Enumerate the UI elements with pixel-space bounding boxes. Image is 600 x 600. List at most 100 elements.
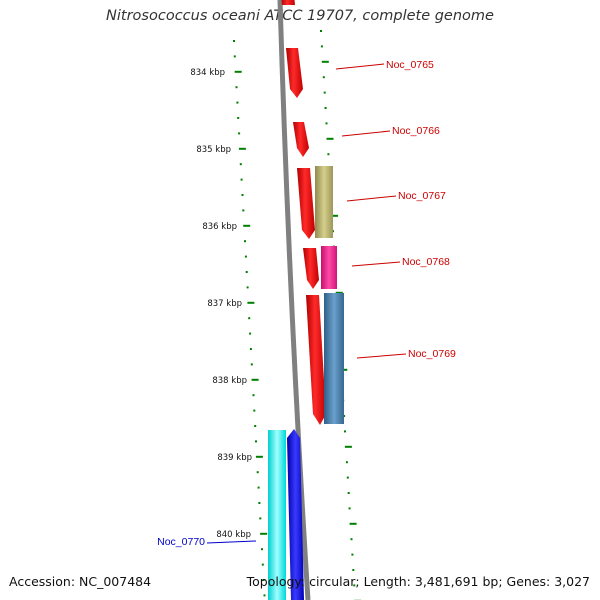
scale-tick (258, 502, 261, 504)
scale-tick (257, 486, 260, 489)
genome-backbone (277, 0, 311, 600)
scale-tick (249, 332, 252, 335)
scale-tick (347, 492, 350, 494)
scale-tick (263, 594, 266, 597)
gene-arrow (287, 429, 304, 600)
scale-tick (320, 45, 323, 48)
label-line-noc-0766 (341, 130, 391, 137)
scale-tick (348, 507, 351, 510)
scale-tick (344, 445, 352, 448)
gene-label: Noc_0768 (402, 256, 450, 268)
scale-tick (259, 517, 262, 520)
label-line-noc-0769 (356, 353, 407, 359)
scale-tick (255, 440, 257, 443)
scale-tick (353, 584, 356, 587)
scale-tick (246, 286, 249, 289)
gene-noc-0765 (281, 0, 303, 98)
scale-tick (261, 563, 264, 566)
gene-noc-0766 (293, 122, 309, 157)
scale-tick (255, 455, 263, 458)
gene-labels: Noc_0765 Noc_0766 Noc_0767 Noc_0768 Noc_… (157, 59, 456, 548)
gene-bar (315, 166, 333, 238)
gene-arrow (303, 248, 319, 289)
scale-tick (242, 209, 245, 212)
gene-noc-0768 (303, 246, 337, 289)
gene-noc-0770 (268, 429, 304, 600)
scale-tick (349, 522, 357, 525)
gene-bar (268, 430, 286, 600)
gene-bar (324, 293, 344, 424)
scale-tick (241, 194, 244, 196)
scale-tick (234, 70, 242, 73)
scale-labels: 834 kbp 835 kbp 836 kbp 837 kbp 838 kbp … (190, 68, 252, 540)
scale-tick (238, 147, 246, 150)
gene-arrow (281, 0, 295, 5)
scale-tick (244, 240, 246, 243)
topology-text: Topology: circular; Length: 3,481,691 bp… (246, 574, 590, 589)
scale-tick (251, 378, 259, 381)
gene-label: Noc_0769 (408, 348, 456, 360)
scale-tick (324, 107, 327, 109)
scale-label: 838 kbp (212, 376, 247, 386)
scale-tick (256, 471, 259, 474)
scale-tick (239, 163, 242, 166)
scale-tick (352, 569, 355, 571)
label-line-noc-0765 (335, 63, 385, 70)
gene-bar (321, 246, 337, 289)
scale-tick (322, 76, 325, 79)
scale-tick (343, 415, 346, 417)
scale-tick (350, 538, 353, 541)
gene-label-lines (206, 63, 407, 544)
scale-tick (331, 214, 339, 217)
gene-arrow (293, 122, 309, 157)
scale-tick (254, 425, 257, 427)
scale-tick (247, 301, 255, 304)
scale-tick (351, 553, 354, 556)
label-line-noc-0770 (206, 540, 257, 544)
gene-label: Noc_0767 (398, 190, 446, 202)
scale-tick (245, 271, 248, 273)
scale-tick (326, 137, 334, 140)
scale-tick (250, 363, 253, 366)
scale-tick (345, 461, 348, 464)
gene-arrow (306, 295, 326, 425)
label-line-noc-0768 (351, 261, 401, 267)
scale-tick (321, 60, 329, 63)
scale-label: 836 kbp (202, 222, 237, 232)
scale-tick (236, 101, 239, 104)
scale-tick (243, 224, 251, 227)
genome-title: Nitrosococcus oceani ATCC 19707, complet… (106, 8, 494, 24)
scale-tick (237, 117, 240, 119)
scale-label: 839 kbp (217, 453, 252, 463)
scale-tick (323, 91, 326, 94)
gene-label: Noc_0770 (157, 536, 205, 548)
scale-tick (261, 548, 263, 551)
scale-tick (325, 122, 328, 125)
gene-noc-0769 (306, 293, 344, 425)
accession-text: Accession: NC_007484 (9, 574, 152, 589)
scale-tick (235, 86, 238, 89)
scale-tick (253, 409, 256, 412)
scale-tick (344, 430, 346, 433)
scale-tick (346, 476, 349, 479)
scale-label: 834 kbp (190, 68, 225, 78)
scale-label: 835 kbp (196, 145, 231, 155)
gene-noc-0767 (297, 166, 333, 239)
gene-label: Noc_0766 (392, 125, 440, 137)
scale-tick (262, 579, 265, 581)
scale-tick (252, 394, 255, 397)
scale-tick (240, 178, 243, 181)
gene-arrow (297, 168, 315, 239)
gene-arrow (286, 48, 303, 98)
label-line-noc-0767 (346, 195, 397, 202)
scale-tick (233, 40, 235, 42)
scale-tick (260, 532, 268, 535)
scale-tick (244, 255, 247, 258)
gene-label: Noc_0765 (386, 59, 434, 71)
scale-tick (238, 132, 241, 135)
scale-tick (327, 153, 330, 156)
scale-tick (320, 30, 322, 32)
scale-label: 837 kbp (207, 299, 242, 309)
scale-tick (249, 348, 252, 350)
